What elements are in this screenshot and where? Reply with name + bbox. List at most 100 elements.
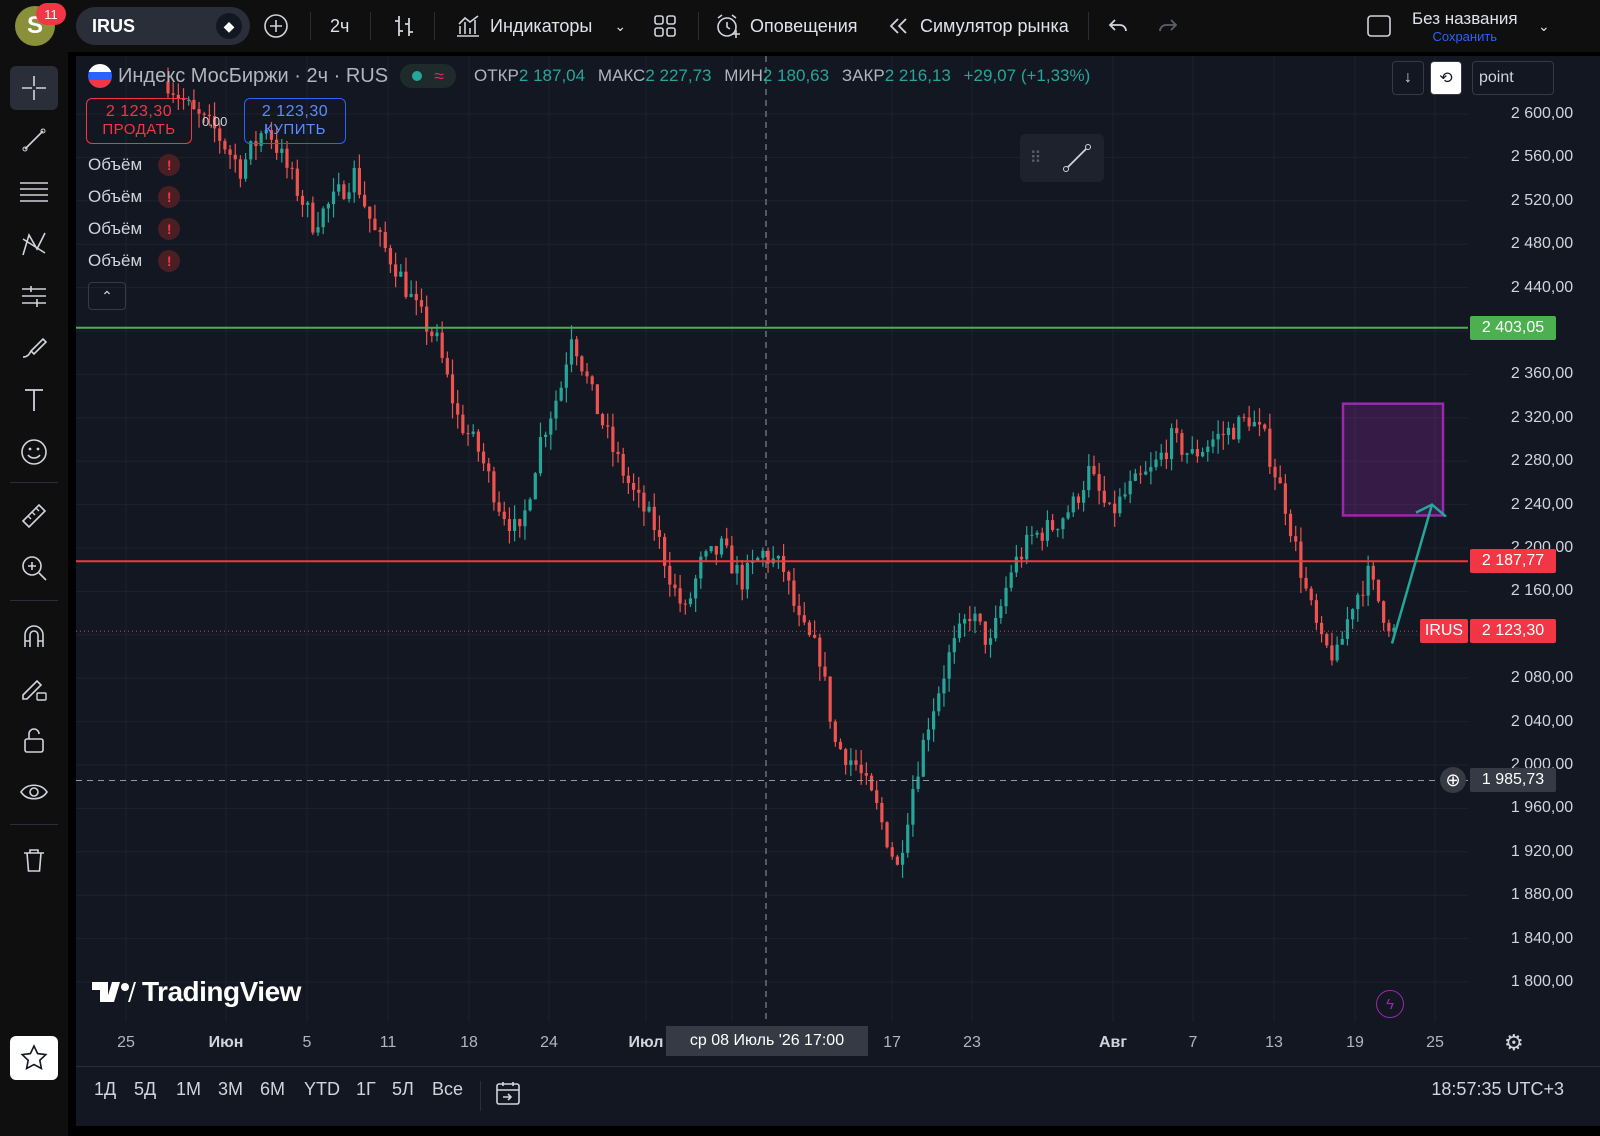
candle-body [544, 434, 548, 437]
time-tick-label: 11 [379, 1034, 397, 1051]
candle-body [947, 652, 951, 679]
watchlist-button[interactable] [10, 1036, 58, 1080]
settings-gear-icon[interactable]: ⚙ [1504, 1030, 1524, 1055]
indicators-button[interactable]: Индикаторы ⌄ [454, 0, 626, 52]
candle-body [1288, 513, 1293, 537]
candle-body [1247, 417, 1251, 427]
candle-body [1340, 638, 1344, 645]
candle-body [285, 148, 289, 168]
chevron-down-icon[interactable]: ⌄ [614, 17, 627, 34]
candle-body [1061, 518, 1065, 530]
compare-symbol-button[interactable] [262, 0, 290, 52]
emoji-tool-button[interactable] [10, 430, 58, 474]
candle-body [569, 339, 574, 365]
range-button-6m[interactable]: 6М [260, 1079, 286, 1099]
symbol-search[interactable]: IRUS ◆ [76, 7, 250, 45]
measure-tool-button[interactable] [10, 494, 58, 538]
price-tick-label: 2 360,00 [1510, 365, 1574, 383]
candle-body [906, 824, 910, 853]
candle-body [663, 536, 667, 566]
projection-rectangle [1341, 402, 1445, 517]
candle-body [1071, 496, 1075, 513]
price-scale-mode-input[interactable]: point [1472, 61, 1554, 95]
undo-button[interactable] [1106, 0, 1130, 52]
error-icon[interactable]: ! [158, 250, 181, 272]
legend-symbol-title[interactable]: Индекс МосБиржи · 2ч · RUS [118, 64, 389, 87]
collapse-legend-button[interactable]: ⌃ [88, 282, 126, 310]
alerts-button[interactable]: Оповещения [714, 0, 858, 52]
drag-handle-icon[interactable]: ⠿ [1029, 150, 1042, 167]
candle-body [419, 300, 424, 307]
text-tool-button[interactable] [10, 378, 58, 422]
candle-body [502, 511, 506, 520]
chart-pane[interactable]: Индекс МосБиржи · 2ч · RUS ≈ ОТКР2 187,0… [76, 56, 1600, 1126]
chart-type-button[interactable] [392, 0, 416, 52]
tradingview-logo[interactable]: TradingView [92, 976, 301, 1008]
remove-drawings-button[interactable] [10, 838, 58, 882]
diamond-icon[interactable]: ◆ [216, 13, 242, 39]
timeframe-button[interactable]: 2ч [330, 0, 349, 52]
fib-tool-button[interactable] [10, 170, 58, 214]
hide-drawings-button[interactable] [10, 770, 58, 814]
zoom-tool-button[interactable] [10, 546, 58, 590]
pattern-tool-button[interactable] [10, 222, 58, 266]
redo-button[interactable] [1156, 0, 1180, 52]
range-button-5y[interactable]: 5Л [392, 1079, 414, 1099]
lightning-icon[interactable]: ϟ [1376, 990, 1404, 1018]
volume-indicator-row[interactable]: Объём! [88, 218, 181, 240]
prediction-tool-button[interactable] [10, 274, 58, 318]
indicators-icon [457, 15, 479, 37]
error-icon[interactable]: ! [158, 186, 181, 208]
range-button-1y[interactable]: 1Г [356, 1079, 376, 1099]
candle-body [802, 615, 806, 623]
lock-drawing-button[interactable] [10, 666, 58, 710]
sell-button[interactable]: 2 123,30 ПРОДАТЬ [86, 98, 192, 144]
volume-indicator-row[interactable]: Объём! [88, 186, 181, 208]
chevron-down-icon[interactable]: ⌄ [1538, 17, 1550, 34]
add-alert-plus-icon[interactable]: ⊕ [1440, 767, 1466, 794]
price-chart[interactable] [76, 56, 1600, 1066]
layout-name-button[interactable]: Без названия Сохранить [1412, 0, 1518, 52]
candle-body [1351, 609, 1355, 620]
candle-body [311, 202, 315, 233]
volume-indicator-row[interactable]: Объём! [88, 250, 181, 272]
floating-drawing-toolbar[interactable]: ⠿ [1020, 134, 1104, 182]
projection-arrow-head [1415, 503, 1447, 518]
candle-body [1056, 529, 1060, 531]
candle-body [859, 764, 863, 774]
trend-line-icon[interactable] [1060, 141, 1094, 175]
lock-all-button[interactable] [10, 718, 58, 762]
replay-button[interactable]: Симулятор рынка [886, 0, 1069, 52]
buy-button[interactable]: 2 123,30 КУПИТЬ [244, 98, 346, 144]
clock-timezone[interactable]: 18:57:35 UTC+3 [1431, 1079, 1564, 1099]
star-icon [20, 1044, 48, 1071]
magnet-tool-button[interactable] [10, 614, 58, 658]
go-to-date-button[interactable] [494, 1079, 522, 1112]
layout-toggle-button[interactable] [1366, 0, 1392, 52]
candle-body [1066, 512, 1070, 519]
volume-indicator-row[interactable]: Объём! [88, 154, 181, 176]
trend-line-tool-button[interactable] [10, 118, 58, 162]
brush-icon [22, 337, 48, 358]
price-tick-label: 2 080,00 [1510, 669, 1574, 687]
market-status-pill[interactable]: ≈ [400, 64, 457, 88]
error-icon[interactable]: ! [158, 154, 181, 176]
layouts-button[interactable] [652, 0, 678, 52]
magnet-icon [24, 625, 44, 647]
auto-scale-button[interactable]: ⟲ [1430, 61, 1462, 95]
crosshair-tool-button[interactable] [10, 66, 58, 110]
candle-body [1195, 449, 1200, 457]
candle-body [1345, 619, 1350, 639]
range-button-5d[interactable]: 5Д [134, 1079, 157, 1099]
range-button-ytd[interactable]: YTD [304, 1079, 340, 1099]
high-label: МАКС [597, 66, 646, 85]
range-button-3m[interactable]: 3М [218, 1079, 244, 1099]
range-button-all[interactable]: Все [432, 1079, 464, 1099]
range-button-1m[interactable]: 1М [176, 1079, 202, 1099]
candle-body [880, 802, 884, 823]
scroll-to-bottom-button[interactable]: ↓ [1392, 61, 1424, 95]
brush-tool-button[interactable] [10, 326, 58, 370]
candle-body [699, 556, 703, 579]
error-icon[interactable]: ! [158, 218, 181, 240]
range-button-1d[interactable]: 1Д [94, 1079, 117, 1099]
